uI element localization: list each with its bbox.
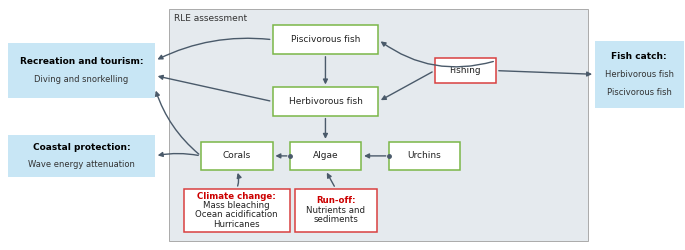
FancyBboxPatch shape [290,142,361,170]
Text: Mass bleaching: Mass bleaching [203,201,270,210]
Text: Fish catch:: Fish catch: [612,52,667,61]
Text: Piscivorous fish: Piscivorous fish [607,88,672,96]
Text: Herbivorous fish: Herbivorous fish [605,70,674,79]
Text: Ocean acidification: Ocean acidification [195,210,278,220]
Text: Wave energy attenuation: Wave energy attenuation [28,160,135,169]
Text: Run-off:: Run-off: [316,196,356,205]
Text: Urchins: Urchins [408,152,441,160]
Text: Fishing: Fishing [449,66,481,75]
Text: Piscivorous fish: Piscivorous fish [290,35,360,44]
FancyBboxPatch shape [201,142,273,170]
Text: Diving and snorkelling: Diving and snorkelling [34,75,129,84]
Text: Coastal protection:: Coastal protection: [33,142,130,152]
FancyBboxPatch shape [184,189,290,232]
FancyBboxPatch shape [8,135,155,177]
Text: Algae: Algae [312,152,338,160]
FancyBboxPatch shape [388,142,460,170]
Text: RLE assessment: RLE assessment [174,14,247,23]
FancyBboxPatch shape [295,189,377,232]
Text: Hurricanes: Hurricanes [214,220,260,229]
FancyBboxPatch shape [273,87,378,116]
FancyBboxPatch shape [8,44,155,98]
Text: sediments: sediments [313,215,358,224]
Text: Herbivorous fish: Herbivorous fish [288,97,362,106]
FancyBboxPatch shape [434,58,496,83]
Text: Nutrients and: Nutrients and [306,206,365,215]
Text: Recreation and tourism:: Recreation and tourism: [20,57,143,66]
FancyBboxPatch shape [273,26,378,54]
Text: Climate change:: Climate change: [197,192,276,201]
FancyBboxPatch shape [169,9,588,241]
FancyBboxPatch shape [595,41,684,108]
Text: Corals: Corals [223,152,251,160]
